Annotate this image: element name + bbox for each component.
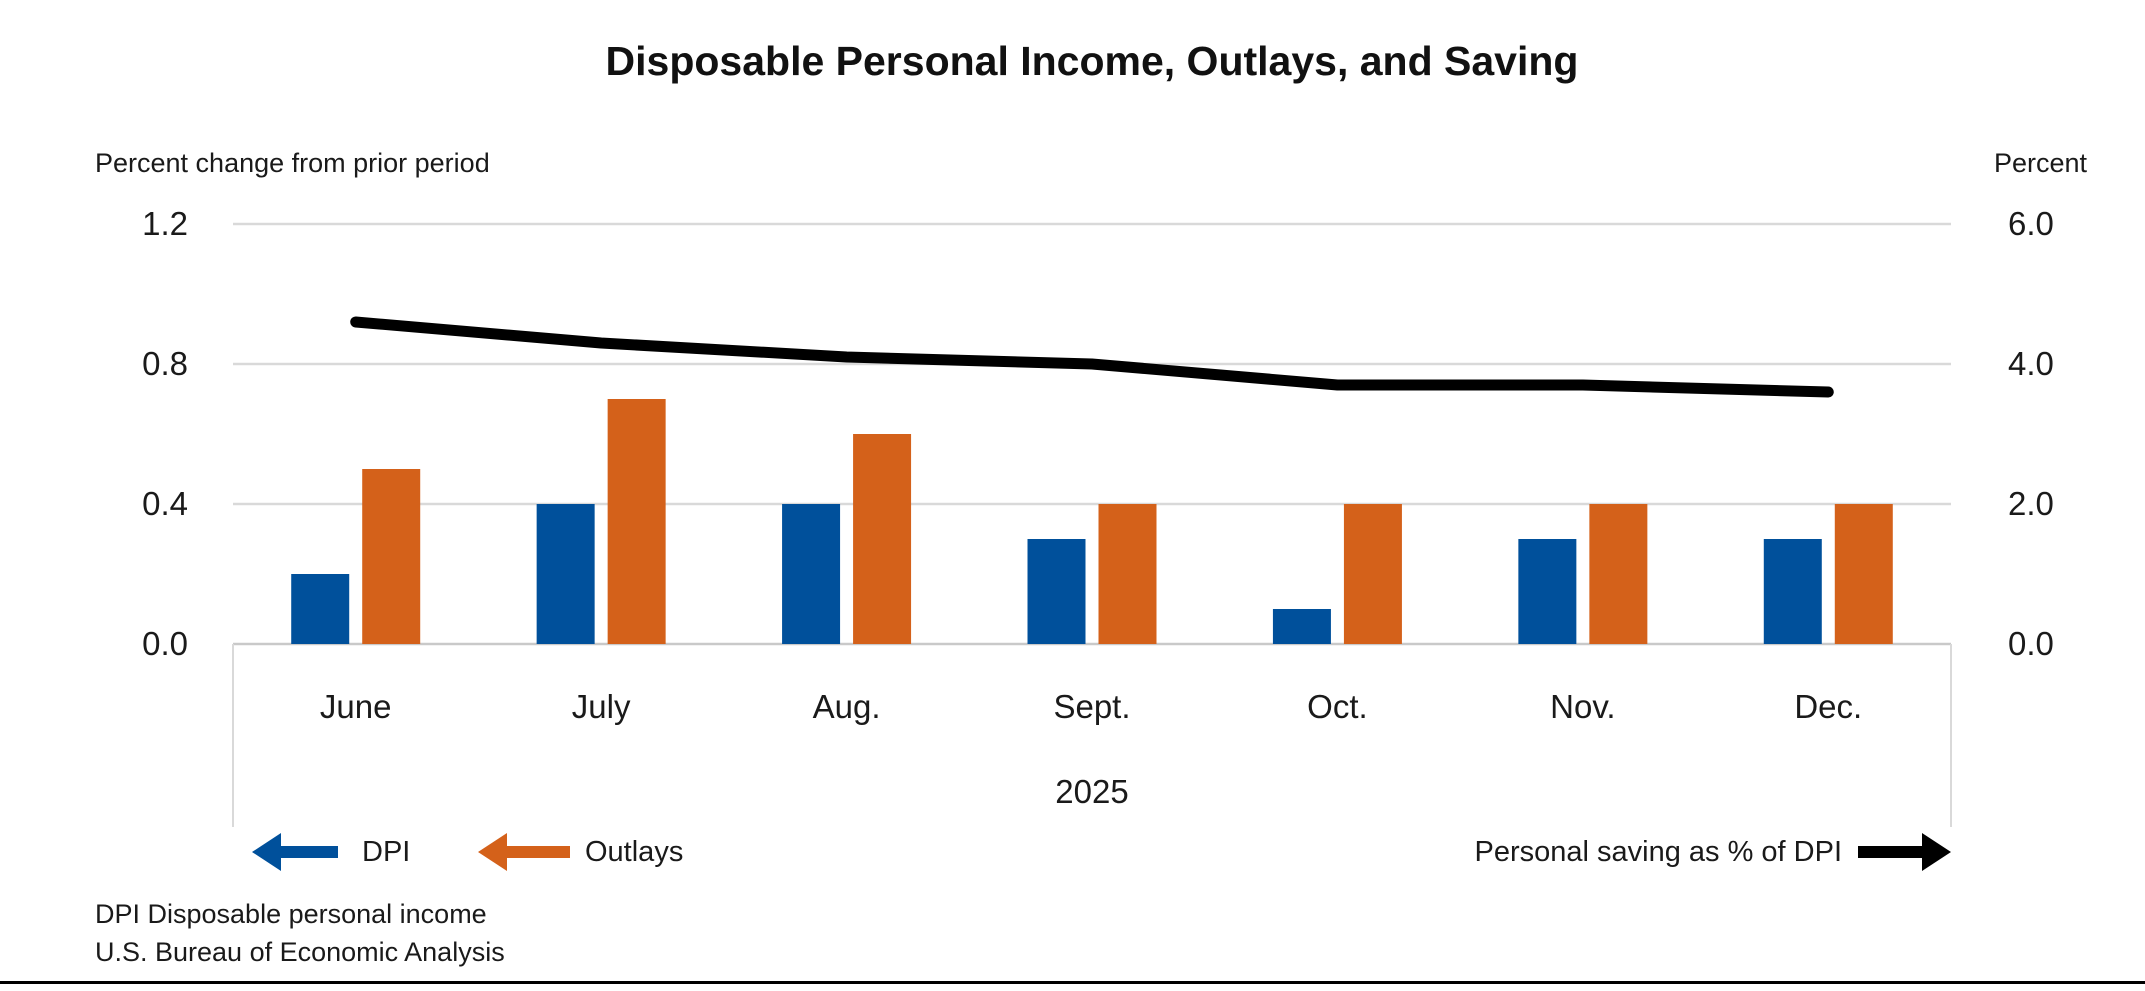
month-label: Oct. (1307, 688, 1368, 725)
left-axis-tick: 0.8 (142, 345, 188, 382)
month-label: Aug. (813, 688, 881, 725)
bar-outlays-Aug. (853, 434, 912, 644)
right-axis-tick: 4.0 (2008, 345, 2054, 382)
left-axis-title: Percent change from prior period (95, 148, 490, 178)
right-arrow-icon (1858, 833, 1951, 871)
bar-dpi-June (291, 574, 350, 644)
bar-dpi-July (536, 504, 595, 644)
bar-outlays-Nov. (1589, 504, 1648, 644)
bar-outlays-June (362, 469, 421, 644)
bar-dpi-Sept. (1027, 539, 1086, 644)
bar-dpi-Oct. (1272, 609, 1331, 644)
month-label: Sept. (1053, 688, 1130, 725)
bar-outlays-Oct. (1343, 504, 1402, 644)
legend-label-dpi: DPI (362, 836, 411, 868)
plot-area: 1.2 6.0 0.8 4.0 0.4 2.0 0.0 0.0 June July Aug. Sept… (142, 205, 2054, 827)
footnote-source: U.S. Bureau of Economic Analysis (95, 937, 505, 967)
left-axis-tick: 0.4 (142, 485, 188, 522)
bar-outlays-July (607, 399, 666, 644)
legend-label-saving: Personal saving as % of DPI (1474, 836, 1842, 868)
month-label: July (572, 688, 631, 725)
bar-outlays-Sept. (1098, 504, 1157, 644)
month-label: Nov. (1550, 688, 1615, 725)
bottom-rule (0, 981, 2145, 984)
saving-line (350, 316, 1834, 398)
year-label: 2025 (1055, 773, 1128, 810)
left-axis-tick: 1.2 (142, 205, 188, 242)
right-axis-tick: 0.0 (2008, 625, 2054, 662)
right-axis-tick: 6.0 (2008, 205, 2054, 242)
bar-outlays-Dec. (1834, 504, 1893, 644)
bar-dpi-Dec. (1763, 539, 1822, 644)
chart-title: Disposable Personal Income, Outlays, and… (605, 38, 1579, 84)
bar-dpi-Nov. (1518, 539, 1577, 644)
month-label: June (320, 688, 392, 725)
legend-label-outlays: Outlays (585, 836, 684, 868)
left-arrow-icon (252, 833, 338, 871)
left-arrow-icon (478, 833, 570, 871)
right-axis-title: Percent (1993, 148, 2087, 178)
month-label: Dec. (1794, 688, 1862, 725)
right-axis-tick: 2.0 (2008, 485, 2054, 522)
left-axis-tick: 0.0 (142, 625, 188, 662)
footnote-dpi-definition: DPI Disposable personal income (95, 899, 487, 929)
bar-dpi-Aug. (782, 504, 841, 644)
